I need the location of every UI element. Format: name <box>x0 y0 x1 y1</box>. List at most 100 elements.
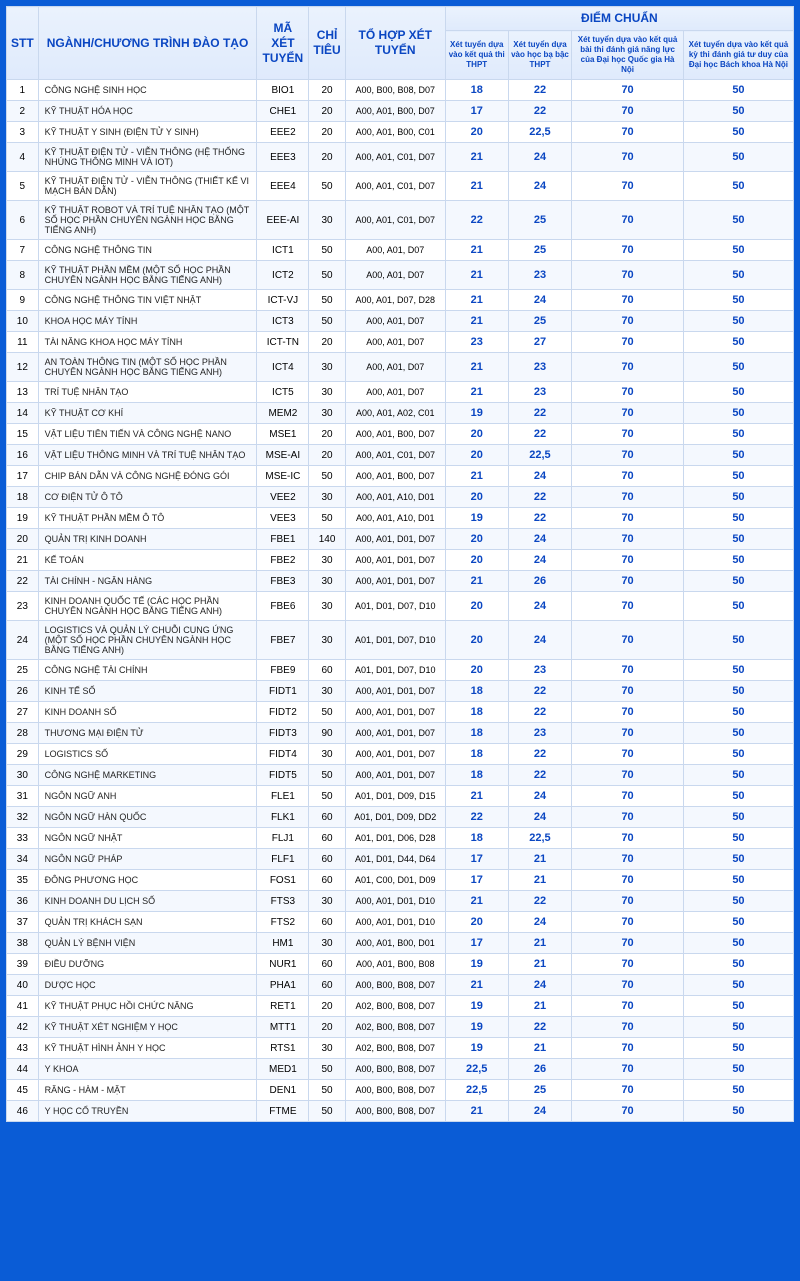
cell-score-1: 21 <box>445 353 508 382</box>
table-row: 14KỸ THUẬT CƠ KHÍMEM230A00, A01, A02, C0… <box>7 403 794 424</box>
cell-score-4: 50 <box>683 912 793 933</box>
cell-code: FIDT2 <box>257 702 309 723</box>
cell-score-3: 70 <box>572 765 684 786</box>
table-row: 42KỸ THUẬT XÉT NGHIỆM Y HỌCMTT120A02, B0… <box>7 1017 794 1038</box>
cell-score-3: 70 <box>572 80 684 101</box>
cell-stt: 46 <box>7 1101 39 1122</box>
cell-name: Y KHOA <box>38 1059 257 1080</box>
cell-quota: 50 <box>309 1059 345 1080</box>
cell-score-2: 24 <box>508 592 572 621</box>
cell-name: VẬT LIỆU TIÊN TIẾN VÀ CÔNG NGHỆ NANO <box>38 424 257 445</box>
cell-name: CÔNG NGHỆ TÀI CHÍNH <box>38 660 257 681</box>
cell-score-4: 50 <box>683 201 793 240</box>
cell-score-3: 70 <box>572 849 684 870</box>
table-row: 20QUẢN TRỊ KINH DOANHFBE1140A00, A01, D0… <box>7 529 794 550</box>
cell-score-3: 70 <box>572 382 684 403</box>
col-score-3: Xét tuyển dựa vào kết quả bài thi đánh g… <box>572 31 684 80</box>
cell-name: KỸ THUẬT HÓA HỌC <box>38 101 257 122</box>
cell-score-4: 50 <box>683 996 793 1017</box>
cell-code: FOS1 <box>257 870 309 891</box>
cell-name: KỸ THUẬT PHỤC HỒI CHỨC NĂNG <box>38 996 257 1017</box>
cell-quota: 30 <box>309 592 345 621</box>
cell-stt: 13 <box>7 382 39 403</box>
cell-score-2: 23 <box>508 382 572 403</box>
cell-name: THƯƠNG MẠI ĐIỆN TỬ <box>38 723 257 744</box>
cell-combo: A00, A01, C01, D07 <box>345 143 445 172</box>
cell-score-4: 50 <box>683 353 793 382</box>
cell-stt: 36 <box>7 891 39 912</box>
cell-quota: 30 <box>309 550 345 571</box>
cell-score-2: 22 <box>508 80 572 101</box>
cell-quota: 50 <box>309 466 345 487</box>
table-row: 5KỸ THUẬT ĐIỆN TỬ - VIỄN THÔNG (THIẾT KẾ… <box>7 172 794 201</box>
cell-score-2: 21 <box>508 1038 572 1059</box>
cell-combo: A00, A01, C01, D07 <box>345 445 445 466</box>
cell-stt: 28 <box>7 723 39 744</box>
cell-score-1: 18 <box>445 702 508 723</box>
cell-combo: A00, A01, B00, D07 <box>345 424 445 445</box>
cell-name: CÔNG NGHỆ SINH HỌC <box>38 80 257 101</box>
col-code: MÃ XÉT TUYỂN <box>257 7 309 80</box>
cell-stt: 33 <box>7 828 39 849</box>
cell-quota: 30 <box>309 891 345 912</box>
cell-score-2: 24 <box>508 1101 572 1122</box>
table-row: 31NGÔN NGỮ ANHFLE150A01, D01, D09, D1521… <box>7 786 794 807</box>
cell-name: ĐÔNG PHƯƠNG HỌC <box>38 870 257 891</box>
cell-score-4: 50 <box>683 1038 793 1059</box>
cell-score-2: 25 <box>508 201 572 240</box>
col-score-2: Xét tuyển dựa vào học bạ bậc THPT <box>508 31 572 80</box>
cell-score-4: 50 <box>683 143 793 172</box>
cell-score-4: 50 <box>683 807 793 828</box>
cell-score-3: 70 <box>572 1059 684 1080</box>
cell-stt: 37 <box>7 912 39 933</box>
cell-combo: A02, B00, B08, D07 <box>345 996 445 1017</box>
cell-score-2: 27 <box>508 332 572 353</box>
cell-score-3: 70 <box>572 828 684 849</box>
cell-score-4: 50 <box>683 849 793 870</box>
cell-code: ICT4 <box>257 353 309 382</box>
cell-name: CÔNG NGHỆ THÔNG TIN VIỆT NHẬT <box>38 290 257 311</box>
cell-code: ICT-VJ <box>257 290 309 311</box>
cell-score-2: 23 <box>508 723 572 744</box>
cell-name: LOGISTICS SỐ <box>38 744 257 765</box>
table-row: 46Y HỌC CỔ TRUYỀNFTME50A00, B00, B08, D0… <box>7 1101 794 1122</box>
cell-code: FIDT1 <box>257 681 309 702</box>
cell-score-3: 70 <box>572 870 684 891</box>
cell-combo: A00, A01, D07 <box>345 311 445 332</box>
cell-score-4: 50 <box>683 261 793 290</box>
cell-score-2: 24 <box>508 143 572 172</box>
cell-score-4: 50 <box>683 122 793 143</box>
cell-score-3: 70 <box>572 529 684 550</box>
cell-stt: 7 <box>7 240 39 261</box>
cell-combo: A00, A01, D01, D07 <box>345 765 445 786</box>
cell-code: MTT1 <box>257 1017 309 1038</box>
cell-score-1: 20 <box>445 529 508 550</box>
cell-combo: A00, B00, B08, D07 <box>345 1080 445 1101</box>
admission-table: STT NGÀNH/CHƯƠNG TRÌNH ĐÀO TẠO MÃ XÉT TU… <box>6 6 794 1122</box>
cell-score-1: 20 <box>445 550 508 571</box>
cell-code: MSE-IC <box>257 466 309 487</box>
cell-score-4: 50 <box>683 290 793 311</box>
cell-combo: A01, D01, D09, D15 <box>345 786 445 807</box>
cell-code: EEE3 <box>257 143 309 172</box>
cell-quota: 50 <box>309 311 345 332</box>
cell-score-4: 50 <box>683 621 793 660</box>
cell-code: FBE7 <box>257 621 309 660</box>
cell-score-3: 70 <box>572 1101 684 1122</box>
cell-code: FLK1 <box>257 807 309 828</box>
cell-score-3: 70 <box>572 290 684 311</box>
cell-score-2: 22 <box>508 403 572 424</box>
cell-score-2: 24 <box>508 172 572 201</box>
table-row: 26KINH TẾ SỐFIDT130A00, A01, D01, D07182… <box>7 681 794 702</box>
cell-combo: A01, D01, D07, D10 <box>345 660 445 681</box>
cell-code: DEN1 <box>257 1080 309 1101</box>
cell-name: QUẢN LÝ BỆNH VIỆN <box>38 933 257 954</box>
cell-score-2: 22 <box>508 891 572 912</box>
cell-quota: 30 <box>309 681 345 702</box>
cell-combo: A01, D01, D09, DD2 <box>345 807 445 828</box>
cell-score-4: 50 <box>683 1080 793 1101</box>
cell-score-3: 70 <box>572 933 684 954</box>
cell-score-1: 22 <box>445 807 508 828</box>
cell-quota: 30 <box>309 382 345 403</box>
cell-stt: 19 <box>7 508 39 529</box>
